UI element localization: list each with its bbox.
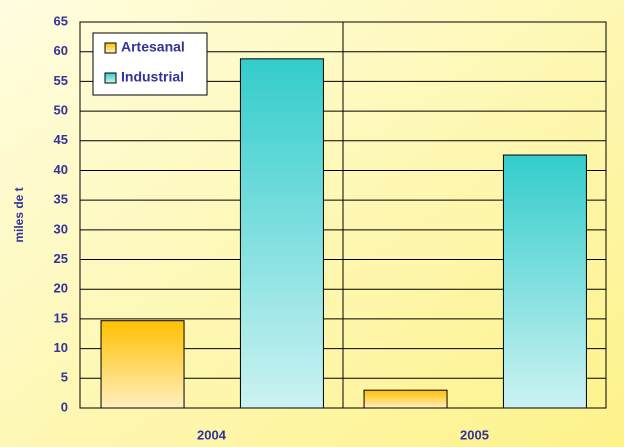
y-tick-label: 15: [54, 310, 68, 325]
bar: [239, 58, 324, 409]
legend-swatch: [104, 42, 117, 54]
y-tick-label: 60: [54, 43, 68, 58]
legend-swatch: [104, 72, 117, 84]
y-tick-label: 5: [61, 370, 68, 385]
y-tick-label: 35: [54, 192, 68, 207]
y-tick-label: 20: [54, 281, 68, 296]
y-tick-label: 45: [54, 132, 68, 147]
y-tick-label: 30: [54, 221, 68, 236]
y-tick-label: 10: [54, 340, 68, 355]
bar: [363, 389, 448, 409]
y-tick-label: 50: [54, 103, 68, 118]
x-tick-label: 2004: [197, 427, 227, 442]
y-tick-label: 0: [61, 399, 68, 414]
y-tick-label: 55: [54, 73, 68, 88]
x-tick-label: 2005: [460, 427, 489, 442]
legend-label: Industrial: [121, 69, 184, 85]
y-tick-label: 25: [54, 251, 68, 266]
legend-label: Artesanal: [121, 39, 185, 55]
bar: [502, 154, 587, 409]
y-axis-label: miles de t: [12, 187, 26, 242]
bar: [100, 320, 185, 409]
y-tick-label: 65: [54, 13, 68, 28]
y-tick-label: 40: [54, 162, 68, 177]
